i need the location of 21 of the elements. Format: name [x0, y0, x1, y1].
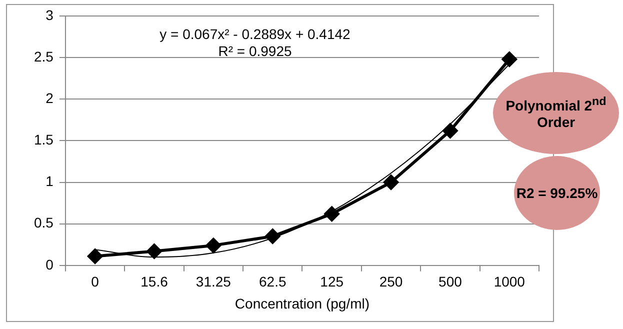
y-tick-label: 2.5 — [34, 48, 54, 64]
x-tick-label: 125 — [320, 274, 344, 290]
x-axis-title: Concentration (pg/ml) — [234, 295, 370, 312]
annotation: R² = 0.9925 — [217, 43, 293, 59]
x-tick-label: 250 — [379, 274, 403, 290]
x-tick-label: 15.6 — [140, 274, 168, 290]
y-tick-label: 1 — [46, 173, 54, 190]
y-tick-label: 2 — [46, 90, 54, 106]
x-tick-label: 1000 — [494, 274, 526, 290]
y-tick-label: 0.5 — [34, 214, 54, 231]
y-tick-label: 3 — [46, 6, 54, 23]
y-tick-label: 0 — [46, 256, 54, 272]
ellipse-shape: Polynomial 2$^{nd}$ Order — [493, 72, 619, 154]
annotation: y = 0.067x² - 0.2889x + 0.4142 — [158, 26, 352, 42]
x-tick-label: 500 — [438, 274, 462, 290]
y-tick-label: 1.5 — [34, 132, 54, 148]
x-tick-label: 31.25 — [196, 274, 232, 290]
x-tick-label: 62.5 — [259, 274, 286, 290]
ellipse-shape: R2 = 99.25% — [514, 156, 600, 230]
annotation: R2 = 99.25% — [516, 184, 598, 202]
x-tick-label: 0 — [91, 274, 100, 290]
